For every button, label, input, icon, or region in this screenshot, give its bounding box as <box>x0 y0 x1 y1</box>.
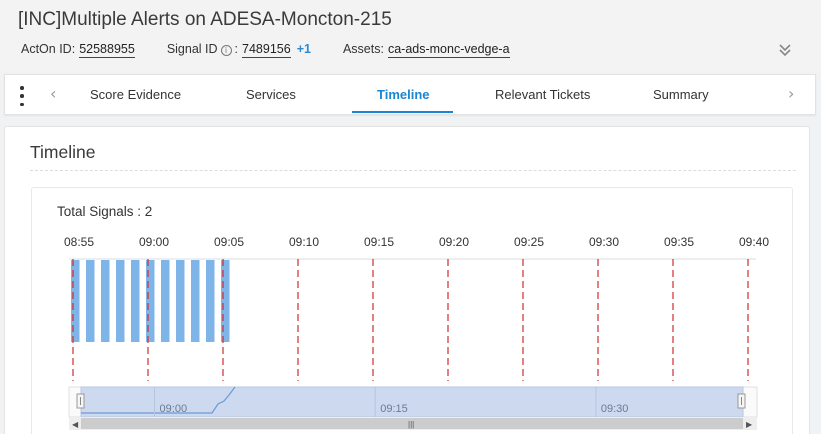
x-tick-label: 09:00 <box>139 235 169 249</box>
assets-label: Assets: <box>342 42 384 56</box>
acton-id-label: ActOn ID: <box>21 42 76 56</box>
signal-bar[interactable] <box>206 260 215 342</box>
signal-bar[interactable] <box>86 260 95 342</box>
x-tick-label: 09:30 <box>589 235 619 249</box>
incident-header: [INC]Multiple Alerts on ADESA-Moncton-21… <box>0 0 821 72</box>
x-tick-label: 08:55 <box>64 235 94 249</box>
zoom-preview-line <box>81 386 236 414</box>
tab-relevant-tickets[interactable]: Relevant Tickets <box>495 87 591 102</box>
signal-bar[interactable] <box>191 260 200 342</box>
signal-bar[interactable] <box>221 260 230 342</box>
assets-link[interactable]: ca-ads-monc-vedge-a <box>387 42 510 58</box>
zoom-tick-label: 09:00 <box>160 403 188 415</box>
incident-meta: ActOn ID: 52588955 Signal ID i : 7489156… <box>21 42 542 58</box>
kebab-menu-icon[interactable] <box>18 86 26 106</box>
signal-id-link[interactable]: 7489156 <box>242 42 291 58</box>
zoom-tick-label: 09:15 <box>380 403 408 415</box>
signal-id-label: Signal ID <box>166 42 218 56</box>
timeline-panel: Timeline Total Signals : 2 08:55 09:00 09:… <box>4 126 810 434</box>
signal-bar[interactable] <box>101 260 110 342</box>
tab-services[interactable]: Services <box>246 87 296 102</box>
incident-title: [INC]Multiple Alerts on ADESA-Moncton-21… <box>18 9 392 30</box>
info-icon[interactable]: i <box>220 45 232 56</box>
signal-bar[interactable] <box>146 260 155 342</box>
signal-id-group: Signal ID i : 7489156 +1 <box>167 42 311 58</box>
timeline-chart-card: Total Signals : 2 08:55 09:00 09:05 09:10 09… <box>31 187 793 434</box>
x-tick-label: 09:10 <box>289 235 319 249</box>
signal-bar[interactable] <box>176 260 185 342</box>
tab-summary[interactable]: Summary <box>653 87 709 102</box>
chevron-left-icon[interactable]: ‹ <box>50 84 57 103</box>
acton-id-link[interactable]: 52588955 <box>79 42 135 58</box>
x-tick-label: 09:25 <box>514 235 544 249</box>
total-signals: Total Signals : 2 <box>57 204 153 219</box>
x-tick-label: 09:20 <box>439 235 469 249</box>
assets-group: Assets: ca-ads-monc-vedge-a <box>343 42 510 58</box>
scrollbar-grip-icon[interactable]: ||| <box>408 420 414 429</box>
x-tick-label: 09:15 <box>364 235 394 249</box>
scrollbar-thumb[interactable] <box>81 418 743 429</box>
scroll-right-icon[interactable]: ▶ <box>746 420 753 429</box>
x-tick-label: 09:40 <box>739 235 769 249</box>
timeline-chart: 08:55 09:00 09:05 09:10 09:15 09:20 09:25 09:30… <box>64 235 769 430</box>
x-tick-label: 09:05 <box>214 235 244 249</box>
acton-id-group: ActOn ID: 52588955 <box>21 42 135 58</box>
signal-id-colon: : <box>234 42 239 56</box>
signal-bar[interactable] <box>131 260 140 342</box>
active-tab-indicator <box>352 111 453 113</box>
panel-divider <box>30 170 796 171</box>
tab-timeline[interactable]: Timeline <box>377 87 430 102</box>
zoom-slider[interactable]: 09:00 09:15 09:30 ◀ ▶ ||| <box>68 386 758 430</box>
signal-bar[interactable] <box>161 260 170 342</box>
scroll-left-icon[interactable]: ◀ <box>72 420 79 429</box>
signal-extra-badge[interactable]: +1 <box>296 42 311 56</box>
chevron-right-icon[interactable]: › <box>788 84 795 103</box>
zoom-window[interactable] <box>80 386 744 418</box>
double-chevron-down-icon[interactable] <box>778 42 792 58</box>
signal-bar[interactable] <box>71 260 80 342</box>
x-tick-label: 09:35 <box>664 235 694 249</box>
zoom-tick-label: 09:30 <box>601 403 629 415</box>
tab-score-evidence[interactable]: Score Evidence <box>90 87 182 102</box>
panel-title: Timeline <box>30 142 96 162</box>
tab-bar: ‹ Score Evidence Services Timeline Relev… <box>4 74 816 115</box>
signal-bar[interactable] <box>116 260 125 342</box>
